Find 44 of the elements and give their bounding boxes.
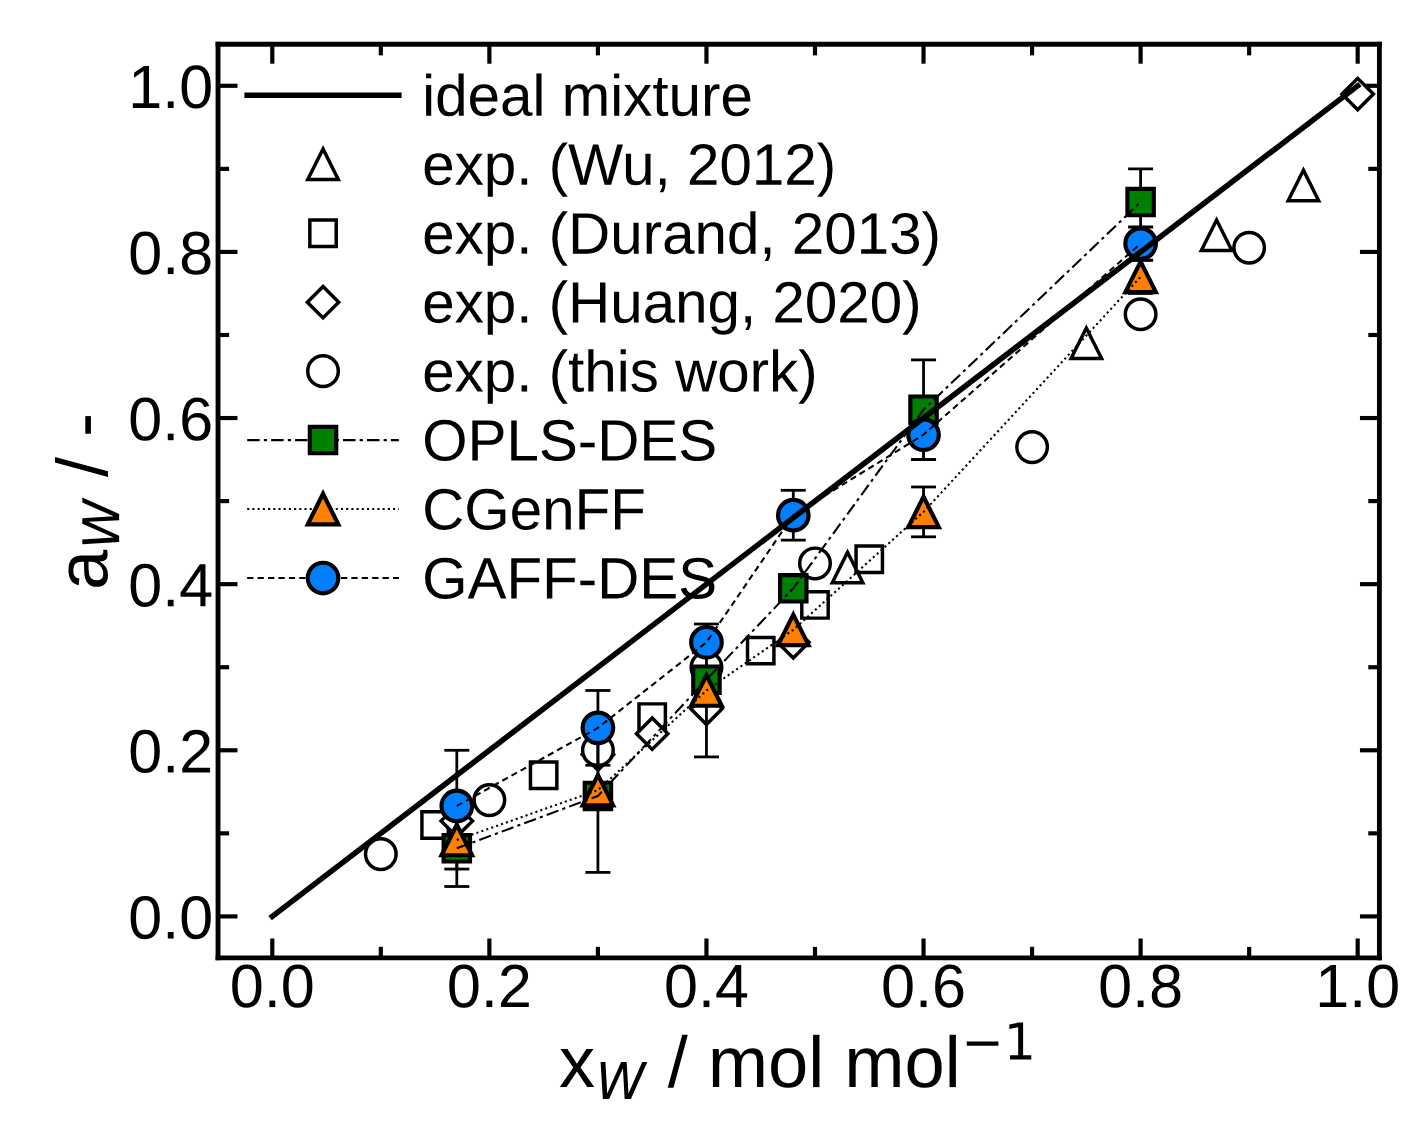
point [1015,430,1050,465]
legend-label: exp. (Wu, 2012) [424,142,833,197]
y-tick-label: 1.0 [132,65,211,109]
point [775,612,811,648]
point [906,494,941,530]
point [580,710,616,746]
point [1232,230,1267,265]
point [1199,218,1234,253]
legend-label: ideal mixture [426,73,751,117]
y-tick-label: 0.2 [130,729,211,774]
point [472,783,507,818]
legend-label: exp. (this work) [424,349,815,404]
point [778,573,809,604]
legend-label: exp. (Durand, 2013) [424,211,938,266]
point [689,624,724,660]
point [634,716,670,752]
y-tick-label: 0.8 [130,231,211,275]
point [1123,297,1158,332]
point [439,822,475,858]
y-tick-label: 0.6 [130,397,211,441]
y-tick-label: 0.4 [130,563,212,607]
point [1125,186,1156,218]
x-axis-title: x$_{W}$ / mol mol$^{−1}$ [559,1022,1032,1099]
point [745,635,776,666]
point [829,548,866,585]
x-tick-label: 0.6 [883,964,964,1008]
legend-label: OPLS-DES [424,419,715,462]
point [439,788,475,824]
y-axis-title: a$_{W}$ / - [54,416,120,587]
point [363,837,398,872]
x-tick-label: 1.0 [1319,964,1398,1008]
x-tick-label: 0.4 [666,964,748,1008]
point [528,760,559,791]
legend-label: GAFF-DES [425,557,715,600]
x-tick-label: 0.2 [449,964,529,1008]
point [1286,168,1321,203]
x-tick-label: 0.8 [1100,964,1181,1008]
point [854,544,885,575]
legend-label: CGenFF [425,488,644,531]
x-tick-label: 0.0 [232,964,313,1008]
legend-label: exp. (Huang, 2020) [424,280,918,335]
y-tick-label: 0.0 [130,895,211,940]
point [1069,326,1104,361]
point [797,546,833,581]
